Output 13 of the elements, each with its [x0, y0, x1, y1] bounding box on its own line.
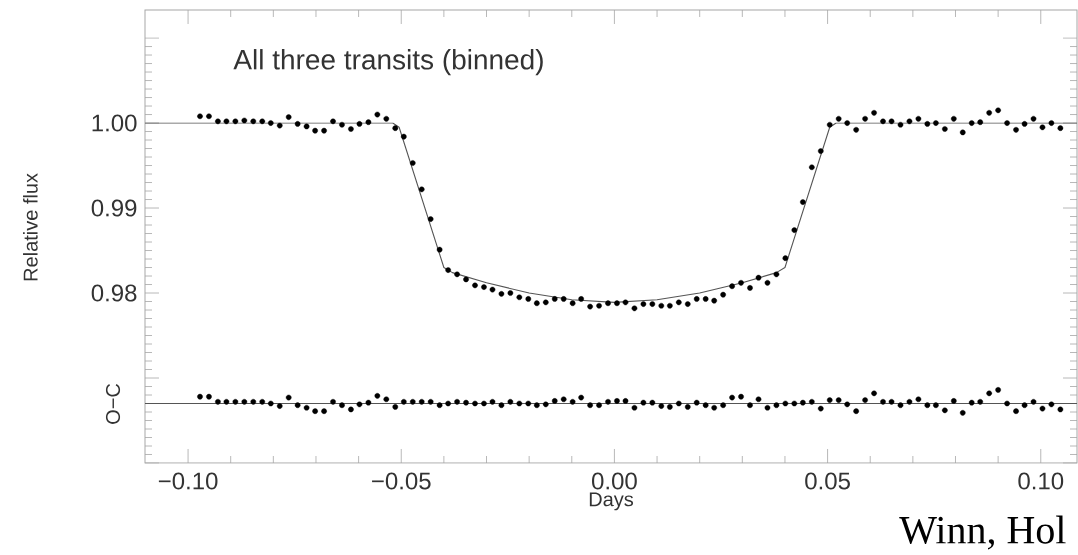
text: Winn, Hol [899, 515, 1066, 550]
x-tick-label: −0.05 [372, 472, 431, 490]
text: All three transits (binned) [233, 49, 543, 76]
x-tick-label: 0.00 [592, 472, 637, 490]
x-tick-label: 0.10 [1018, 472, 1064, 490]
x-tick-label: 0.05 [805, 472, 850, 490]
x-tick-label: −0.10 [158, 472, 218, 490]
text: O−C [105, 383, 121, 424]
x-axis-title: Days [589, 492, 634, 511]
y-tick-label: 1.00 [92, 114, 137, 132]
y-tick-label: 0.99 [91, 199, 137, 217]
y-tick-label: 0.98 [91, 284, 137, 302]
y-axis-title: Relative flux [23, 173, 38, 281]
